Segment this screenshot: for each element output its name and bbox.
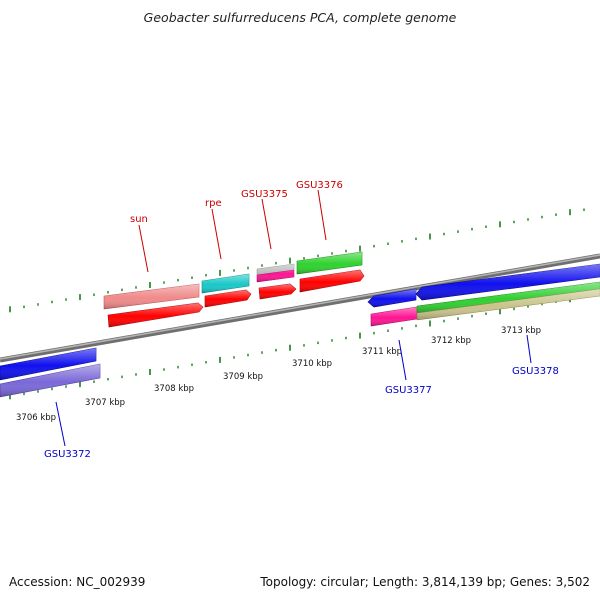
scale-label-3709: 3709 kbp [223,372,263,382]
leader-rpe [211,208,222,260]
gene-label-gsu3372[interactable]: GSU3372 [44,449,91,460]
scale-label-3710: 3710 kbp [292,359,332,369]
gene-label-sun[interactable]: sun [130,214,148,225]
genome-backbone [0,253,600,363]
leader-gsu3376 [317,189,327,241]
feature-gsu3375-cds[interactable] [258,283,297,300]
feature-gsu3372-cds[interactable] [0,347,97,381]
feature-gsu3372-track[interactable] [0,363,101,398]
feature-gsu3376-track[interactable] [296,251,363,275]
feature-gsu3378-cds[interactable] [415,263,600,301]
scale-label-3706: 3706 kbp [16,413,56,423]
tick-row-upper [9,208,585,313]
accession-text: Accession: NC_002939 [9,575,146,589]
feature-rpe-track[interactable] [201,273,250,294]
feature-gsu3377-track[interactable] [370,306,418,327]
feature-sun-cds[interactable] [107,302,204,328]
feature-gsu3378-track-green[interactable] [416,281,600,314]
feature-gsu3378-track-tan[interactable] [416,288,600,321]
leader-gsu3377 [398,339,407,381]
scale-label-3708: 3708 kbp [154,384,194,394]
gene-label-gsu3377[interactable]: GSU3377 [385,385,432,396]
scale-label-3711: 3711 kbp [362,347,402,357]
topology-text: Topology: circular; Length: 3,814,139 bp… [260,575,590,589]
gene-label-gsu3376[interactable]: GSU3376 [296,180,343,191]
scale-label-3712: 3712 kbp [431,336,471,346]
page-title: Geobacter sulfurreducens PCA, complete g… [143,10,457,25]
feature-gsu3376-cds[interactable] [299,269,365,293]
gene-label-rpe[interactable]: rpe [205,198,222,209]
feature-gsu3377-cds[interactable] [367,288,417,308]
feature-gsu3375-track[interactable] [256,263,295,283]
leader-gsu3372 [55,401,66,447]
gene-label-gsu3378[interactable]: GSU3378 [512,366,559,377]
leader-gsu3378 [526,334,532,364]
gene-label-gsu3375[interactable]: GSU3375 [241,189,288,200]
scale-label-3707: 3707 kbp [85,398,125,408]
feature-rpe-cds[interactable] [204,289,252,308]
scale-label-3713: 3713 kbp [501,326,541,336]
leader-gsu3375 [261,198,272,250]
leader-sun [138,224,149,273]
tick-row-lower [9,295,585,400]
feature-sun-track[interactable] [103,283,200,310]
